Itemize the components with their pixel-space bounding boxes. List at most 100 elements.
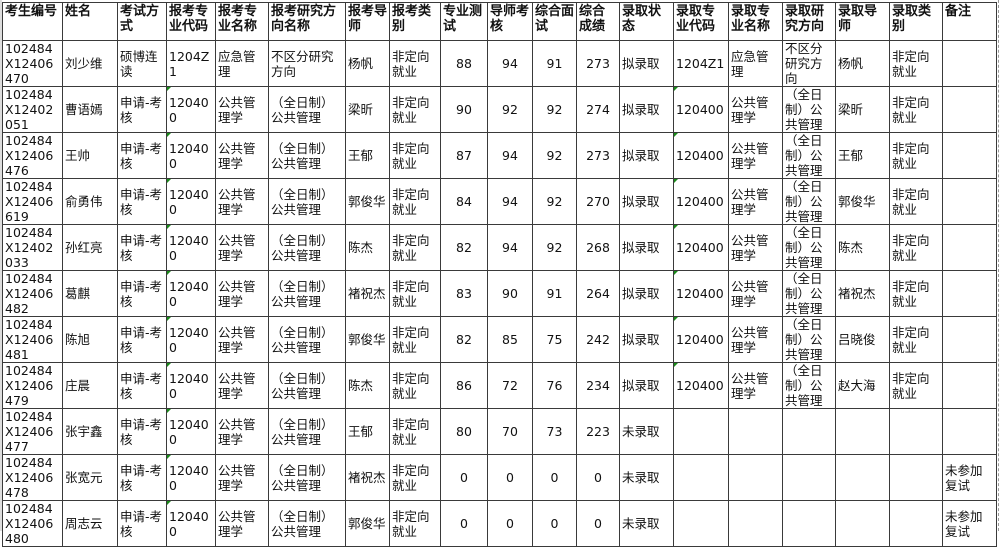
cell-name[interactable]: 葛麒 xyxy=(62,270,118,317)
cell-admitted-tutor[interactable] xyxy=(835,454,890,501)
header-admitted-major-name[interactable]: 录取专业名称 xyxy=(728,2,783,41)
cell-admitted-type[interactable]: 非定向就业 xyxy=(889,270,943,317)
cell-applied-major-name[interactable]: 公共管理学 xyxy=(215,454,269,501)
cell-name[interactable]: 张宽元 xyxy=(62,454,118,501)
cell-admitted-major-code[interactable]: 1204Z1 xyxy=(673,40,729,87)
cell-applied-type[interactable]: 非定向就业 xyxy=(389,40,441,87)
cell-admitted-major-code[interactable]: 120400 xyxy=(673,86,729,133)
cell-applied-major-code[interactable]: 120400 xyxy=(166,454,216,501)
cell-admitted-direction[interactable]: 不区分研究方向 xyxy=(782,40,836,87)
cell-tutor-assessment[interactable]: 90 xyxy=(487,270,533,317)
cell-admitted-major-name[interactable] xyxy=(728,454,783,501)
cell-name[interactable]: 周志云 xyxy=(62,500,118,547)
cell-tutor-assessment[interactable]: 70 xyxy=(487,408,533,455)
cell-applied-direction[interactable]: （全日制）公共管理 xyxy=(268,178,346,225)
cell-admitted-major-code[interactable]: 120400 xyxy=(673,224,729,271)
cell-professional-test[interactable]: 80 xyxy=(440,408,488,455)
cell-admitted-major-name[interactable]: 公共管理学 xyxy=(728,224,783,271)
cell-admission-status[interactable]: 未录取 xyxy=(619,454,674,501)
cell-applied-tutor[interactable]: 杨帆 xyxy=(345,40,390,87)
cell-admitted-major-name[interactable] xyxy=(728,408,783,455)
header-admission-status[interactable]: 录取状态 xyxy=(619,2,674,41)
cell-applied-type[interactable]: 非定向就业 xyxy=(389,270,441,317)
cell-exam-method[interactable]: 申请-考核 xyxy=(117,316,167,363)
cell-tutor-assessment[interactable]: 0 xyxy=(487,500,533,547)
cell-remarks[interactable] xyxy=(942,132,997,179)
cell-candidate-id[interactable]: 102484X12402033 xyxy=(2,224,63,271)
cell-remarks[interactable] xyxy=(942,178,997,225)
cell-tutor-assessment[interactable]: 0 xyxy=(487,454,533,501)
cell-applied-tutor[interactable]: 褚祝杰 xyxy=(345,454,390,501)
cell-interview[interactable]: 91 xyxy=(532,270,577,317)
cell-total-score[interactable]: 270 xyxy=(576,178,620,225)
cell-total-score[interactable]: 273 xyxy=(576,40,620,87)
cell-applied-direction[interactable]: （全日制）公共管理 xyxy=(268,270,346,317)
cell-remarks[interactable] xyxy=(942,40,997,87)
cell-applied-tutor[interactable]: 梁昕 xyxy=(345,86,390,133)
cell-admitted-type[interactable]: 非定向就业 xyxy=(889,86,943,133)
cell-applied-major-name[interactable]: 公共管理学 xyxy=(215,316,269,363)
cell-admitted-tutor[interactable] xyxy=(835,500,890,547)
cell-exam-method[interactable]: 申请-考核 xyxy=(117,454,167,501)
cell-admitted-major-name[interactable]: 公共管理学 xyxy=(728,178,783,225)
cell-professional-test[interactable]: 83 xyxy=(440,270,488,317)
cell-interview[interactable]: 0 xyxy=(532,454,577,501)
cell-applied-major-name[interactable]: 公共管理学 xyxy=(215,270,269,317)
cell-admitted-major-name[interactable] xyxy=(728,500,783,547)
cell-interview[interactable]: 92 xyxy=(532,86,577,133)
header-candidate-id[interactable]: 考生编号 xyxy=(2,2,63,41)
cell-applied-major-code[interactable]: 120400 xyxy=(166,316,216,363)
cell-admitted-direction[interactable] xyxy=(782,500,836,547)
cell-professional-test[interactable]: 90 xyxy=(440,86,488,133)
cell-interview[interactable]: 92 xyxy=(532,224,577,271)
cell-admitted-tutor[interactable]: 吕晓俊 xyxy=(835,316,890,363)
cell-applied-major-code[interactable]: 120400 xyxy=(166,270,216,317)
cell-name[interactable]: 张宇鑫 xyxy=(62,408,118,455)
cell-admitted-major-code[interactable] xyxy=(673,500,729,547)
cell-admitted-major-code[interactable] xyxy=(673,454,729,501)
cell-applied-tutor[interactable]: 王郁 xyxy=(345,408,390,455)
cell-name[interactable]: 王帅 xyxy=(62,132,118,179)
cell-applied-tutor[interactable]: 陈杰 xyxy=(345,362,390,409)
cell-admitted-major-code[interactable]: 120400 xyxy=(673,132,729,179)
cell-admission-status[interactable]: 拟录取 xyxy=(619,40,674,87)
cell-applied-type[interactable]: 非定向就业 xyxy=(389,86,441,133)
cell-professional-test[interactable]: 87 xyxy=(440,132,488,179)
cell-admitted-direction[interactable] xyxy=(782,408,836,455)
cell-exam-method[interactable]: 申请-考核 xyxy=(117,408,167,455)
cell-admitted-type[interactable] xyxy=(889,408,943,455)
cell-total-score[interactable]: 0 xyxy=(576,454,620,501)
cell-applied-direction[interactable]: （全日制）公共管理 xyxy=(268,500,346,547)
cell-total-score[interactable]: 264 xyxy=(576,270,620,317)
cell-applied-direction[interactable]: （全日制）公共管理 xyxy=(268,408,346,455)
cell-exam-method[interactable]: 硕博连读 xyxy=(117,40,167,87)
cell-admitted-major-name[interactable]: 应急管理 xyxy=(728,40,783,87)
header-interview[interactable]: 综合面试 xyxy=(532,2,577,41)
cell-professional-test[interactable]: 0 xyxy=(440,454,488,501)
cell-applied-type[interactable]: 非定向就业 xyxy=(389,132,441,179)
cell-exam-method[interactable]: 申请-考核 xyxy=(117,86,167,133)
cell-applied-direction[interactable]: （全日制）公共管理 xyxy=(268,362,346,409)
cell-candidate-id[interactable]: 102484X12406477 xyxy=(2,408,63,455)
cell-admitted-type[interactable] xyxy=(889,500,943,547)
cell-interview[interactable]: 91 xyxy=(532,40,577,87)
cell-applied-major-code[interactable]: 120400 xyxy=(166,86,216,133)
cell-admitted-tutor[interactable]: 郭俊华 xyxy=(835,178,890,225)
header-admitted-type[interactable]: 录取类别 xyxy=(889,2,943,41)
cell-name[interactable]: 曹语嫣 xyxy=(62,86,118,133)
cell-admission-status[interactable]: 拟录取 xyxy=(619,270,674,317)
cell-remarks[interactable] xyxy=(942,362,997,409)
cell-applied-tutor[interactable]: 郭俊华 xyxy=(345,178,390,225)
cell-applied-type[interactable]: 非定向就业 xyxy=(389,178,441,225)
cell-applied-major-code[interactable]: 120400 xyxy=(166,500,216,547)
cell-admitted-direction[interactable]: （全日制）公共管理 xyxy=(782,224,836,271)
cell-admitted-type[interactable] xyxy=(889,454,943,501)
cell-applied-major-name[interactable]: 公共管理学 xyxy=(215,132,269,179)
cell-interview[interactable]: 75 xyxy=(532,316,577,363)
cell-applied-major-name[interactable]: 公共管理学 xyxy=(215,500,269,547)
cell-admitted-tutor[interactable]: 赵大海 xyxy=(835,362,890,409)
cell-exam-method[interactable]: 申请-考核 xyxy=(117,500,167,547)
cell-total-score[interactable]: 0 xyxy=(576,500,620,547)
cell-applied-tutor[interactable]: 郭俊华 xyxy=(345,316,390,363)
cell-remarks[interactable] xyxy=(942,270,997,317)
